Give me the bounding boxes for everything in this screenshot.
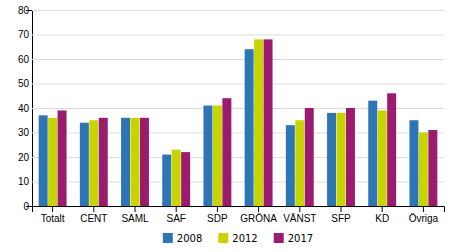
grid-line xyxy=(32,35,444,36)
y-tick-label: 0 xyxy=(23,201,29,212)
bars xyxy=(39,39,438,206)
x-tick: CENT xyxy=(80,206,107,224)
y-tick-label: 20 xyxy=(18,152,30,163)
bar xyxy=(48,118,57,206)
x-tick-label: GRÖNA xyxy=(240,213,277,224)
bar xyxy=(99,118,108,206)
grid-line xyxy=(32,108,444,109)
bar xyxy=(409,120,418,206)
bar xyxy=(58,110,67,206)
tick-mark xyxy=(341,206,342,212)
legend-label: 2012 xyxy=(232,233,257,244)
bar xyxy=(89,120,98,206)
x-tick-label: Totalt xyxy=(41,213,65,224)
bar-series xyxy=(58,39,438,206)
x-tick: SDP xyxy=(207,206,228,224)
x-tick: Totalt xyxy=(41,206,65,224)
x-tick-label: Övriga xyxy=(409,213,439,224)
legend-item: 2017 xyxy=(274,233,313,244)
y-tick-label: 40 xyxy=(18,103,30,114)
tick-mark xyxy=(423,206,424,212)
legend-item: 2012 xyxy=(218,233,257,244)
bar-series xyxy=(48,39,428,206)
y-axis: 0 10 20 30 40 50 60 70 80 xyxy=(18,5,444,212)
x-tick: Övriga xyxy=(409,206,439,224)
y-tick-label: 30 xyxy=(18,127,30,138)
bar xyxy=(172,150,181,206)
chart: 0 10 20 30 40 50 60 70 80 Totalt CENT SAML SAF SDP GRÖ… xyxy=(0,0,454,252)
x-tick-label: SFP xyxy=(331,213,351,224)
x-axis-line xyxy=(33,207,445,213)
bar xyxy=(121,118,130,206)
x-tick: SAML xyxy=(121,206,149,224)
tick-mark xyxy=(217,206,218,212)
legend: 2008 2012 2017 xyxy=(163,233,313,244)
bar xyxy=(80,123,89,206)
bar xyxy=(419,133,428,207)
tick-mark xyxy=(258,206,259,212)
plot: 0 10 20 30 40 50 60 70 80 Totalt CENT SAML SAF SDP GRÖ… xyxy=(18,5,445,224)
bar xyxy=(213,106,222,206)
bar xyxy=(245,49,254,206)
bar xyxy=(131,118,140,206)
tick-mark xyxy=(135,206,136,212)
x-tick-label: SAML xyxy=(121,213,149,224)
y-tick: 70 xyxy=(18,29,444,40)
legend-item: 2008 xyxy=(163,233,202,244)
bar xyxy=(378,110,387,206)
bar xyxy=(162,155,171,206)
tick-mark xyxy=(299,206,300,212)
x-tick-label: CENT xyxy=(80,213,107,224)
legend-swatch xyxy=(274,233,284,243)
x-tick-label: KD xyxy=(375,213,389,224)
bar xyxy=(181,152,190,206)
y-tick-label: 10 xyxy=(18,176,30,187)
tick-mark xyxy=(176,206,177,212)
tick-mark xyxy=(382,206,383,212)
x-tick-label: SDP xyxy=(207,213,228,224)
x-tick: GRÖNA xyxy=(240,206,277,224)
bar-series xyxy=(39,49,419,206)
bar xyxy=(222,98,231,206)
bar xyxy=(39,115,48,206)
x-axis: Totalt CENT SAML SAF SDP GRÖNA VÄNST SFP KD Övrig… xyxy=(33,206,445,224)
bar xyxy=(368,101,377,206)
x-tick: SAF xyxy=(166,206,185,224)
legend-label: 2008 xyxy=(177,233,202,244)
tick-mark xyxy=(52,206,53,212)
legend-swatch xyxy=(218,233,228,243)
grid-line xyxy=(32,84,444,85)
bar xyxy=(305,108,314,206)
y-tick-label: 50 xyxy=(18,78,30,89)
grid-line xyxy=(32,59,444,60)
grid-line xyxy=(32,10,444,11)
bar xyxy=(254,39,263,206)
bar xyxy=(387,93,396,206)
bar xyxy=(337,113,346,206)
bar xyxy=(327,113,336,206)
y-tick: 50 xyxy=(18,78,444,89)
x-tick: SFP xyxy=(331,206,351,224)
y-tick-label: 80 xyxy=(18,5,30,16)
bar xyxy=(286,125,295,206)
bar xyxy=(264,39,273,206)
tick-mark xyxy=(93,206,94,212)
bar xyxy=(428,130,437,206)
y-tick: 80 xyxy=(18,5,444,16)
x-tick: VÄNST xyxy=(283,206,316,224)
bar xyxy=(346,108,355,206)
bar xyxy=(295,120,304,206)
y-tick-label: 70 xyxy=(18,29,30,40)
bar xyxy=(140,118,149,206)
x-tick-label: SAF xyxy=(166,213,185,224)
x-tick-label: VÄNST xyxy=(283,213,316,224)
bar xyxy=(203,106,212,206)
x-tick: KD xyxy=(375,206,389,224)
legend-swatch xyxy=(163,233,173,243)
y-tick: 60 xyxy=(18,54,444,65)
legend-label: 2017 xyxy=(288,233,313,244)
y-tick-label: 60 xyxy=(18,54,30,65)
